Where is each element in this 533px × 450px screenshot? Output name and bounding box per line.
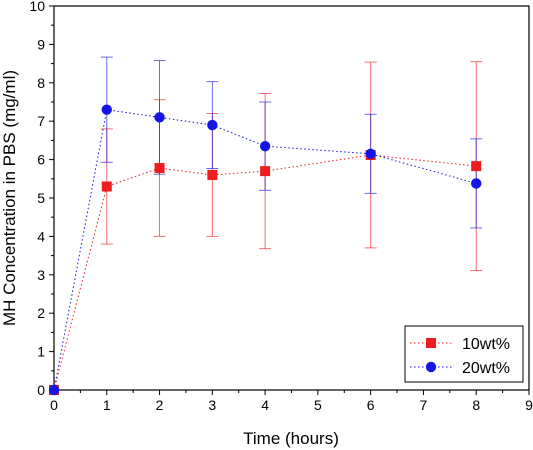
y-tick-label: 0 bbox=[37, 382, 45, 398]
data-point-layer bbox=[48, 104, 482, 396]
series-1-point bbox=[207, 169, 218, 180]
series-2-point bbox=[259, 140, 271, 152]
x-tick-label: 6 bbox=[367, 397, 375, 413]
series-1-point bbox=[260, 166, 271, 177]
legend-series-1-marker bbox=[426, 338, 436, 348]
series-2-point bbox=[365, 148, 376, 160]
series-2-point bbox=[154, 112, 165, 123]
legend-frame bbox=[404, 325, 524, 383]
x-tick-label: 0 bbox=[50, 397, 58, 413]
tick-layer: 0 1 2 3 4 5 6 7 8 9 0 1 2 3 4 5 6 7 8 9 10 bbox=[29, 0, 533, 413]
series-2-point bbox=[48, 384, 60, 396]
x-tick-label: 2 bbox=[156, 397, 164, 413]
y-tick-label: 4 bbox=[37, 228, 45, 244]
y-axis-title: MH Concentration in PBS (mg/ml) bbox=[0, 70, 19, 326]
series-2-point bbox=[207, 119, 218, 131]
y-tick-label: 8 bbox=[37, 75, 45, 91]
y-tick-label: 7 bbox=[37, 113, 45, 129]
y-tick-label: 10 bbox=[29, 0, 45, 14]
x-tick-label: 3 bbox=[208, 397, 216, 413]
series-1-point bbox=[101, 181, 112, 192]
legend-series-2-label: 20wt% bbox=[462, 360, 510, 377]
y-tick-label: 2 bbox=[37, 305, 45, 321]
x-axis-title: Time (hours) bbox=[243, 429, 339, 448]
x-tick-label: 4 bbox=[261, 397, 269, 413]
y-tick-label: 1 bbox=[37, 344, 45, 360]
x-tick-label: 5 bbox=[314, 397, 322, 413]
series-1-point bbox=[154, 163, 165, 174]
series-2-point bbox=[101, 104, 112, 115]
legend-series-2-marker bbox=[425, 361, 437, 373]
y-tick-label: 3 bbox=[37, 267, 45, 283]
y-tick-label: 9 bbox=[37, 36, 45, 52]
x-tick-label: 1 bbox=[103, 397, 111, 413]
legend: 10wt% 20wt% bbox=[404, 325, 524, 383]
x-tick-label: 9 bbox=[525, 397, 533, 413]
y-tick-label: 6 bbox=[37, 152, 45, 168]
legend-series-1-label: 10wt% bbox=[462, 336, 510, 353]
x-tick-label: 7 bbox=[420, 397, 428, 413]
series-2-point bbox=[471, 178, 482, 189]
series-1-point bbox=[471, 161, 482, 172]
x-tick-label: 8 bbox=[472, 397, 480, 413]
y-tick-label: 5 bbox=[37, 190, 45, 206]
